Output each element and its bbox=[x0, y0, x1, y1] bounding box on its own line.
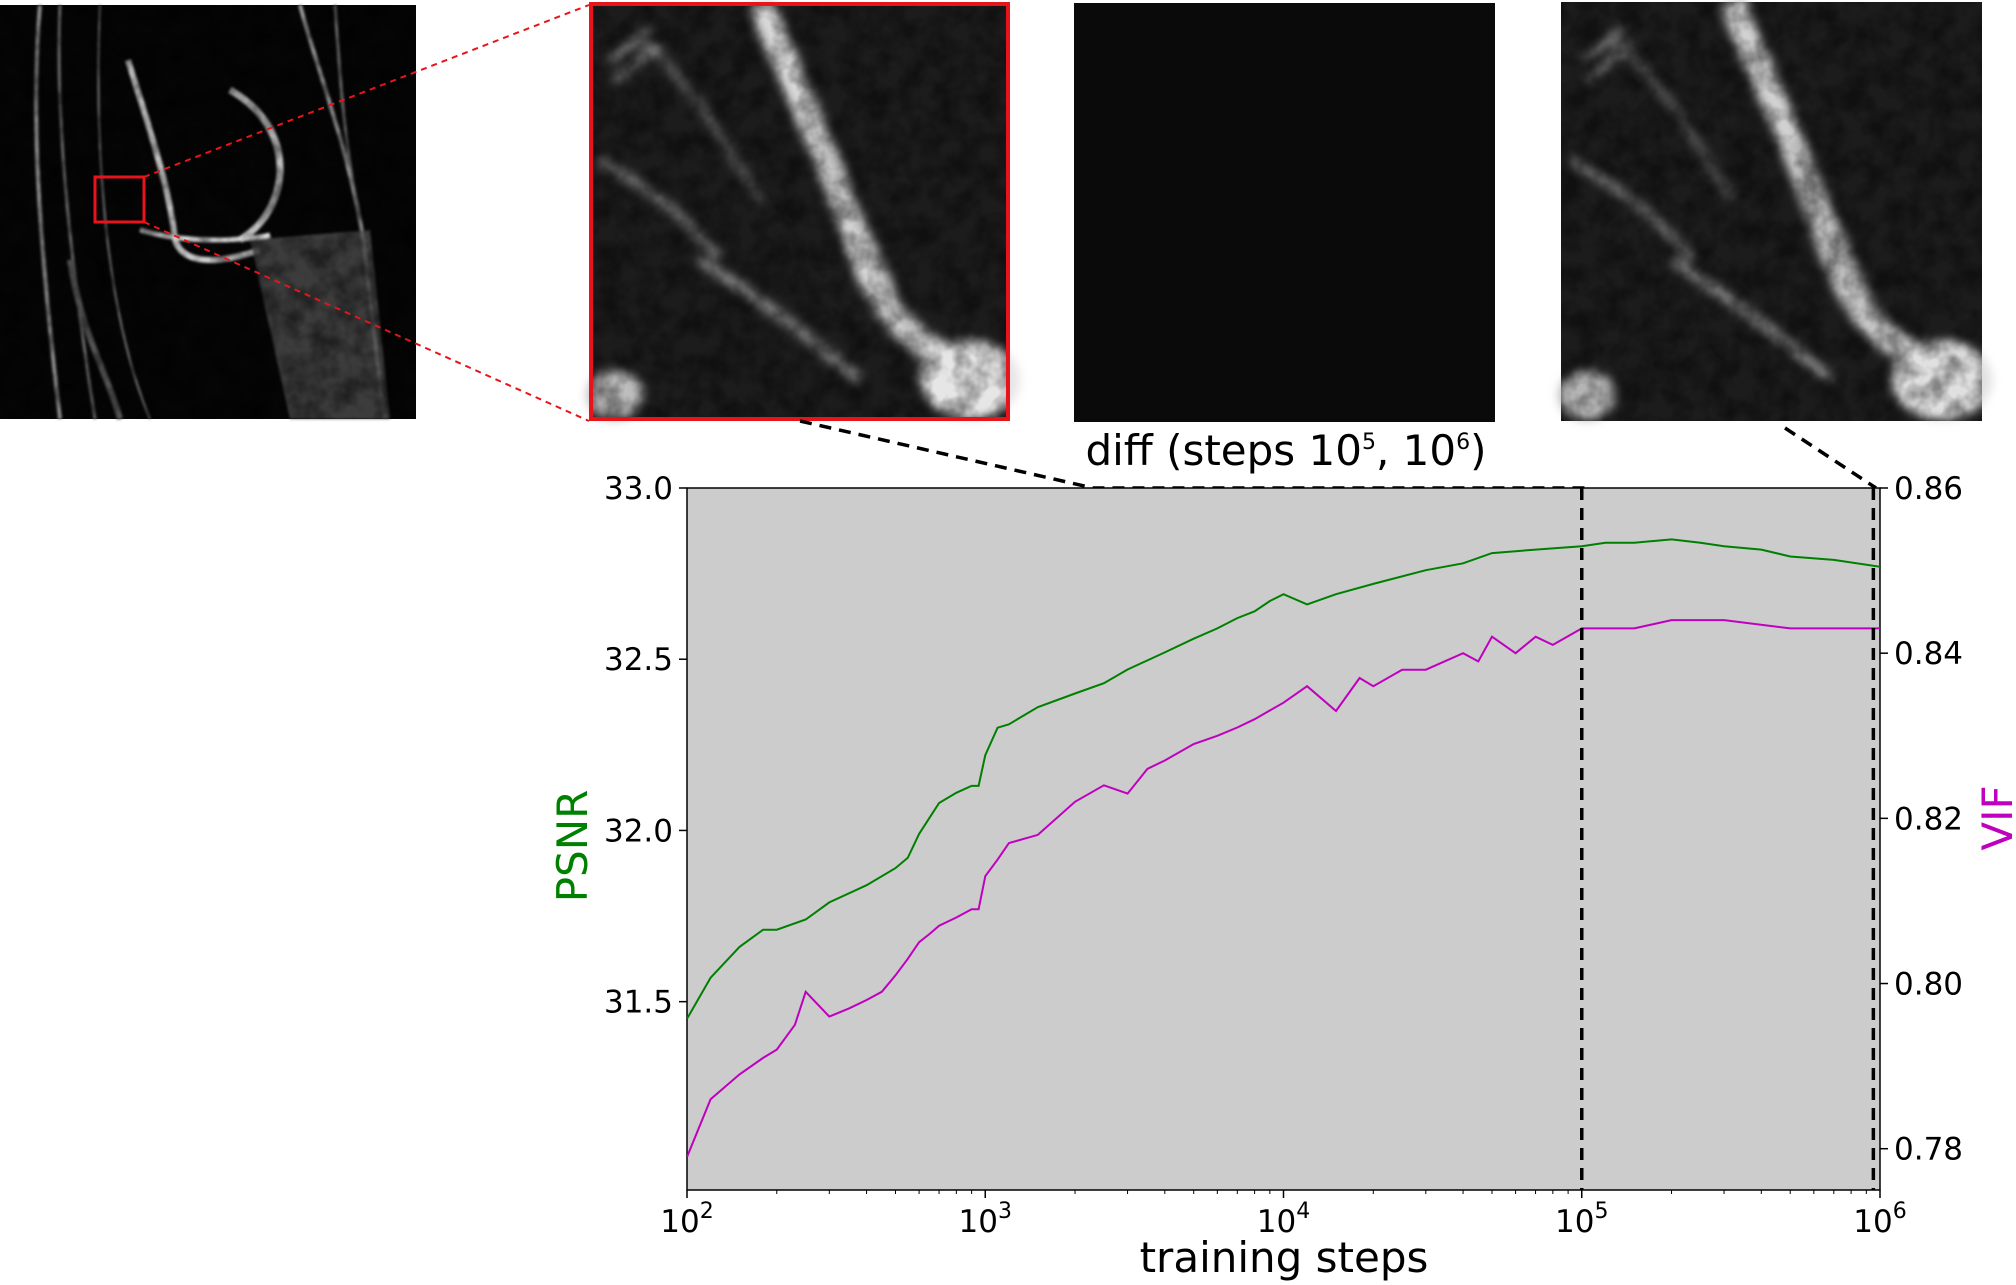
crop2-to-plot-connector bbox=[1784, 426, 1877, 490]
plot-area bbox=[686, 487, 1881, 1191]
x-tick-label: 105 bbox=[1555, 1199, 1608, 1240]
series-line-vif bbox=[687, 619, 1880, 1158]
zoom-region-box bbox=[93, 175, 146, 224]
zoomed-crop-step-1e6 bbox=[1559, 0, 1992, 421]
training-curve-chart: 102 103 104 105 106 31.5 32.0 32.5 33.0 0.78 0.8… bbox=[548, 471, 2016, 1282]
difference-image bbox=[1074, 3, 1495, 422]
y-left-tick-label: 32.5 bbox=[604, 642, 673, 678]
y-axis-label-right: VIF bbox=[1973, 785, 2016, 850]
x-tick-label: 104 bbox=[1257, 1199, 1310, 1240]
knee-mri-overview bbox=[0, 4, 416, 420]
series-line-psnr bbox=[687, 538, 1880, 1020]
y-right-tick-label: 0.80 bbox=[1894, 967, 1963, 1003]
zoomed-crop-step-1e5 bbox=[587, 0, 1020, 421]
zoom-connector-bottom bbox=[143, 221, 590, 422]
y-left-tick-label: 32.0 bbox=[604, 813, 673, 849]
x-tick-label: 103 bbox=[959, 1199, 1012, 1240]
y-left-tick-label: 33.0 bbox=[604, 471, 673, 507]
y-left-tick-label: 31.5 bbox=[604, 985, 673, 1021]
zoom-connector-top bbox=[143, 4, 590, 178]
y-right-tick-label: 0.78 bbox=[1894, 1132, 1963, 1168]
y-axis-label-left: PSNR bbox=[548, 790, 597, 903]
y-right-tick-label: 0.82 bbox=[1894, 801, 1963, 837]
x-tick-label: 106 bbox=[1853, 1199, 1906, 1240]
x-tick-label: 102 bbox=[660, 1199, 713, 1240]
x-axis-label: training steps bbox=[1140, 1233, 1429, 1282]
y-right-tick-label: 0.84 bbox=[1894, 636, 1963, 672]
y-right-tick-label: 0.86 bbox=[1894, 471, 1963, 507]
diff-label: diff (steps 105, 106) bbox=[1085, 426, 1486, 475]
